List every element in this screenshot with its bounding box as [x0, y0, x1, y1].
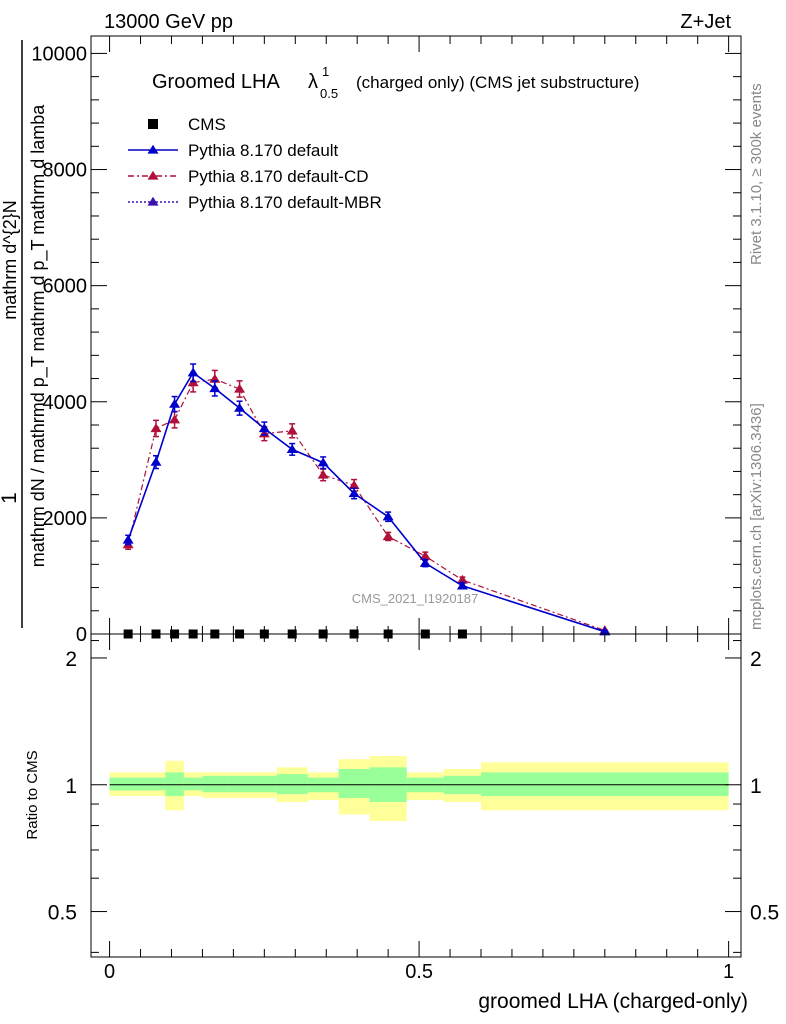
ratio-ytick-label: 0.5 [48, 902, 77, 925]
default-point [209, 383, 221, 393]
default-cd-point [382, 531, 394, 541]
ratio-band-inner [251, 775, 277, 793]
legend-marker-cms [148, 119, 158, 129]
title-suffix: (charged only) (CMS jet substructure) [356, 73, 639, 92]
header-energy: 13000 GeV pp [104, 11, 233, 33]
ratio-band-inner [202, 775, 228, 793]
ratio-ytick-label: 1 [65, 775, 77, 798]
legend-label: CMS [188, 115, 226, 134]
default-cd-point [169, 414, 181, 424]
default-cd-point [317, 469, 329, 479]
default-point [286, 444, 298, 454]
legend-label: Pythia 8.170 default [188, 141, 339, 160]
default-point [419, 557, 431, 567]
default-point [187, 367, 199, 377]
default-point [599, 626, 611, 636]
ratio-ylabel: Ratio to CMS [24, 750, 41, 839]
main-panel: 0 2000 4000 6000 8000 10000 [31, 35, 742, 646]
title-superscript: 1 [322, 64, 329, 79]
main-ytick-label: 6000 [43, 276, 88, 298]
ratio-ytick-label-right: 1 [750, 775, 762, 798]
xaxis-label: groomed LHA (charged-only) [478, 990, 748, 1013]
title-subscript: 0.5 [320, 86, 338, 101]
ratio-band-inner [481, 772, 729, 797]
legend-item-default: Pythia 8.170 default [128, 141, 339, 160]
default-series [122, 363, 611, 636]
ratio-band-inner [146, 777, 166, 791]
ratio-band-inner [227, 775, 252, 793]
plot-title: Groomed LHA λ 1 0.5 (charged only) (CMS … [152, 64, 639, 101]
default-point [456, 580, 468, 590]
default-cd-point [234, 383, 246, 393]
analysis-watermark: CMS_2021_I1920187 [352, 591, 479, 606]
default-point [258, 423, 270, 433]
legend-marker [147, 144, 159, 154]
ratio-ytick-label-right: 2 [750, 648, 762, 671]
main-ytick-label: 2000 [43, 508, 88, 530]
ratio-xtick-label: 0 [104, 961, 115, 983]
ratio-band-inner [109, 777, 147, 791]
legend: CMS Pythia 8.170 default Pythia 8.170 defa… [128, 115, 382, 212]
ylabel-denominator: mathrm dN / mathrmd p_T mathrm d p_T mat… [28, 104, 49, 567]
ratio-xtick-label: 1 [723, 961, 734, 983]
default-point [317, 457, 329, 467]
ratio-ytick-label: 2 [65, 648, 77, 671]
legend-marker [147, 196, 159, 206]
default-point [122, 534, 134, 544]
default-point [348, 488, 360, 498]
default-point [150, 456, 162, 466]
ratio-ytick-label-right: 0.5 [750, 902, 779, 925]
main-ytick-label: 4000 [43, 392, 88, 414]
ratio-panel: 0.5 0.5 1 1 2 2 0 0.5 1 [48, 633, 779, 983]
main-ytick-label: 10000 [31, 43, 87, 65]
ylabel-top: mathrm d^{2}N [0, 200, 20, 320]
legend-item-mbr: Pythia 8.170 default-MBR [128, 193, 382, 212]
ratio-band-inner [338, 768, 370, 799]
default-point [234, 402, 246, 412]
legend-item-cd: Pythia 8.170 default-CD [128, 167, 369, 186]
mcplots-label: mcplots.cern.ch [arXiv:1306.3436] [748, 403, 765, 630]
default-cd-point [286, 425, 298, 435]
legend-label: Pythia 8.170 default-CD [188, 167, 369, 186]
title-text: Groomed LHA [152, 71, 280, 93]
default-cd-point [348, 480, 360, 490]
default-point [382, 511, 394, 521]
ratio-xtick-label: 0.5 [405, 961, 433, 983]
default-point [169, 398, 181, 408]
ylabel-numerator-one: 1 [0, 492, 21, 504]
header-process: Z+Jet [680, 11, 731, 33]
default-cd-point [150, 423, 162, 433]
main-ytick-label: 0 [76, 624, 87, 646]
ratio-frame [90, 633, 742, 958]
legend-item-cms: CMS [148, 115, 226, 134]
default-cd-point [456, 574, 468, 584]
legend-marker [147, 170, 159, 180]
rivet-label: Rivet 3.1.10, ≥ 300k events [748, 83, 765, 265]
title-lambda: λ [308, 71, 318, 93]
ratio-band-inner [165, 772, 184, 797]
main-ylabel: 1 mathrm d^{2}N mathrm dN / mathrmd p_T … [0, 40, 49, 628]
legend-label: Pythia 8.170 default-MBR [188, 193, 382, 212]
default-line [127, 371, 606, 633]
ratio-band-inner [276, 774, 308, 795]
default-cd-line [127, 378, 606, 632]
ratio-band-inner [183, 777, 203, 791]
main-ytick-label: 8000 [43, 160, 88, 182]
default-cd-point [419, 550, 431, 560]
